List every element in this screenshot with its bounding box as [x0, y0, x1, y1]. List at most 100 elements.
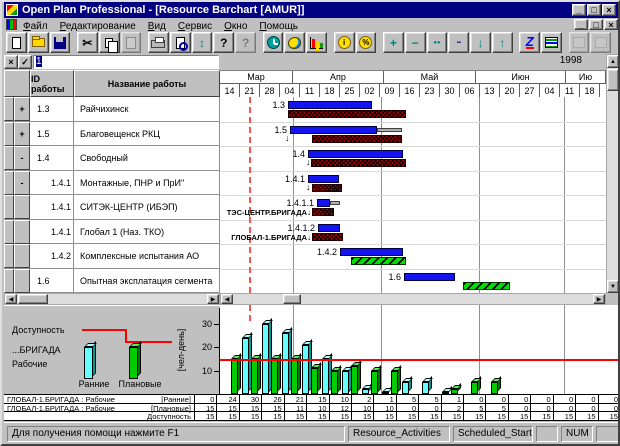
- cost-coin-button[interactable]: i: [333, 32, 355, 53]
- code-table-button[interactable]: [541, 32, 562, 53]
- open-file-button[interactable]: [27, 32, 49, 53]
- delete-activity-button[interactable]: −: [404, 32, 426, 53]
- column-header-name[interactable]: Название работы: [74, 70, 220, 97]
- baseline-bar[interactable]: [288, 110, 406, 118]
- activity-id-cell[interactable]: 1.6: [30, 268, 74, 293]
- mdi-close-button[interactable]: ×: [604, 19, 618, 30]
- activity-row[interactable]: 1.6 Опытная эксплатация сегмента: [4, 268, 220, 293]
- vertical-scrollbar[interactable]: ▲ ▼: [606, 54, 618, 293]
- activity-name-cell[interactable]: Райчихинск: [74, 97, 220, 121]
- progress-bar[interactable]: [463, 281, 510, 290]
- close-button[interactable]: ×: [602, 4, 616, 16]
- activity-name-cell[interactable]: Опытная эксплатация сегмента: [74, 268, 220, 293]
- activity-id-cell[interactable]: 1.5: [30, 121, 74, 146]
- row-header-cell[interactable]: [4, 146, 14, 170]
- menu-редактирование[interactable]: Редактирование: [59, 20, 136, 32]
- edit-input[interactable]: 1: [33, 55, 219, 69]
- baseline-bar[interactable]: [312, 183, 342, 192]
- row-header-cell[interactable]: [4, 219, 14, 244]
- baseline-bar[interactable]: [312, 134, 402, 143]
- baseline-bar[interactable]: [312, 208, 334, 216]
- expand-toggle[interactable]: [14, 195, 30, 219]
- copy-button[interactable]: [98, 32, 120, 53]
- scroll-up-button[interactable]: ▲: [607, 55, 618, 68]
- chart-scroll-thumb[interactable]: [283, 294, 301, 304]
- sort-updown-button[interactable]: ↕: [191, 32, 213, 53]
- activity-row[interactable]: 1.4.1 СИТЭК-ЦЕНТР (ИБЭП): [4, 195, 220, 220]
- print-preview-button[interactable]: [169, 32, 191, 53]
- percent-complete-button[interactable]: %: [355, 32, 377, 53]
- vertical-scroll-thumb[interactable]: [607, 69, 618, 91]
- mdi-restore-button[interactable]: □: [589, 19, 603, 30]
- cut-button[interactable]: ✂: [77, 32, 98, 53]
- early-bar[interactable]: [340, 248, 403, 256]
- early-bar[interactable]: [404, 272, 455, 281]
- expand-toggle[interactable]: -: [14, 146, 30, 170]
- expand-toggle[interactable]: [14, 268, 30, 293]
- chart-scroll-right-button[interactable]: ▶: [593, 294, 605, 304]
- link-activities-button[interactable]: ●●: [426, 32, 448, 53]
- expand-toggle[interactable]: +: [14, 121, 30, 146]
- subproject-bars-button[interactable]: ▪▪: [448, 32, 470, 53]
- expand-toggle[interactable]: [14, 244, 30, 268]
- early-bar[interactable]: [290, 125, 377, 134]
- save-button[interactable]: [49, 32, 71, 53]
- menu-вид[interactable]: Вид: [147, 20, 166, 32]
- expand-toggle[interactable]: [14, 219, 30, 244]
- table-scroll-right-button[interactable]: ▶: [207, 294, 219, 304]
- chart-horizontal-scrollbar[interactable]: ◀ ▶: [220, 293, 606, 305]
- risk-histogram-button[interactable]: [306, 32, 328, 53]
- baseline-bar[interactable]: [311, 159, 406, 167]
- expand-toggle[interactable]: -: [14, 170, 30, 195]
- activity-name-cell[interactable]: Комплексные испытания АО: [74, 244, 220, 268]
- activity-row[interactable]: -1.4 Свободный: [4, 146, 220, 171]
- minimize-button[interactable]: _: [572, 4, 586, 16]
- mdi-minimize-button[interactable]: _: [574, 19, 588, 30]
- activity-id-cell[interactable]: 1.4.1: [30, 219, 74, 244]
- move-up-button[interactable]: ↑: [491, 32, 513, 53]
- new-document-button[interactable]: [6, 32, 27, 53]
- expand-toggle[interactable]: +: [14, 97, 30, 121]
- activity-id-cell[interactable]: 1.3: [30, 97, 74, 121]
- activity-name-cell[interactable]: СИТЭК-ЦЕНТР (ИБЭП): [74, 195, 220, 219]
- row-header-cell[interactable]: [4, 244, 14, 268]
- accept-edit-button[interactable]: ✓: [18, 55, 32, 69]
- column-header-id[interactable]: ID работы: [30, 70, 74, 97]
- progress-bar[interactable]: [351, 257, 406, 265]
- early-bar[interactable]: [308, 150, 403, 158]
- early-bar[interactable]: [288, 101, 372, 109]
- menu-файл[interactable]: Файл: [23, 20, 48, 32]
- menu-окно[interactable]: Окно: [224, 20, 248, 32]
- activity-name-cell[interactable]: Свободный: [74, 146, 220, 170]
- activity-name-cell[interactable]: Глобал 1 (Наз. ТКО): [74, 219, 220, 244]
- app-icon[interactable]: [6, 4, 18, 16]
- mdi-child-icon[interactable]: [6, 19, 17, 30]
- activity-row[interactable]: 1.4.1 Глобал 1 (Наз. ТКО): [4, 219, 220, 244]
- row-header-cell[interactable]: [4, 170, 14, 195]
- menu-сервис[interactable]: Сервис: [177, 20, 213, 32]
- cancel-edit-button[interactable]: ×: [4, 55, 18, 69]
- baseline-bar[interactable]: [312, 232, 343, 241]
- move-down-button[interactable]: ↓: [470, 32, 491, 53]
- activity-row[interactable]: +1.3 Райчихинск: [4, 97, 220, 122]
- activity-id-cell[interactable]: 1.4.1: [30, 195, 74, 219]
- restore-button[interactable]: □: [587, 4, 601, 16]
- activity-id-cell[interactable]: 1.4.2: [30, 244, 74, 268]
- activity-name-cell[interactable]: Благовещенск РКЦ: [74, 121, 220, 146]
- row-header-cell[interactable]: [4, 121, 14, 146]
- time-analysis-clock-button[interactable]: [262, 32, 284, 53]
- menu-помощь[interactable]: Помощь: [259, 20, 299, 32]
- print-button[interactable]: [148, 32, 169, 53]
- row-header-cell[interactable]: [4, 195, 14, 219]
- activity-id-cell[interactable]: 1.4: [30, 146, 74, 170]
- activity-row[interactable]: -1.4.1 Монтажные, ПНР и ПрИ": [4, 170, 220, 195]
- resource-analysis-button[interactable]: [284, 32, 306, 53]
- early-bar[interactable]: [318, 223, 340, 232]
- early-bar[interactable]: [317, 199, 330, 207]
- add-activity-button[interactable]: +: [382, 32, 404, 53]
- row-header-cell[interactable]: [4, 268, 14, 293]
- table-scroll-left-button[interactable]: ◀: [5, 294, 17, 304]
- zoom-z-button[interactable]: Z: [519, 32, 541, 53]
- activity-name-cell[interactable]: Монтажные, ПНР и ПрИ": [74, 170, 220, 195]
- activity-id-cell[interactable]: 1.4.1: [30, 170, 74, 195]
